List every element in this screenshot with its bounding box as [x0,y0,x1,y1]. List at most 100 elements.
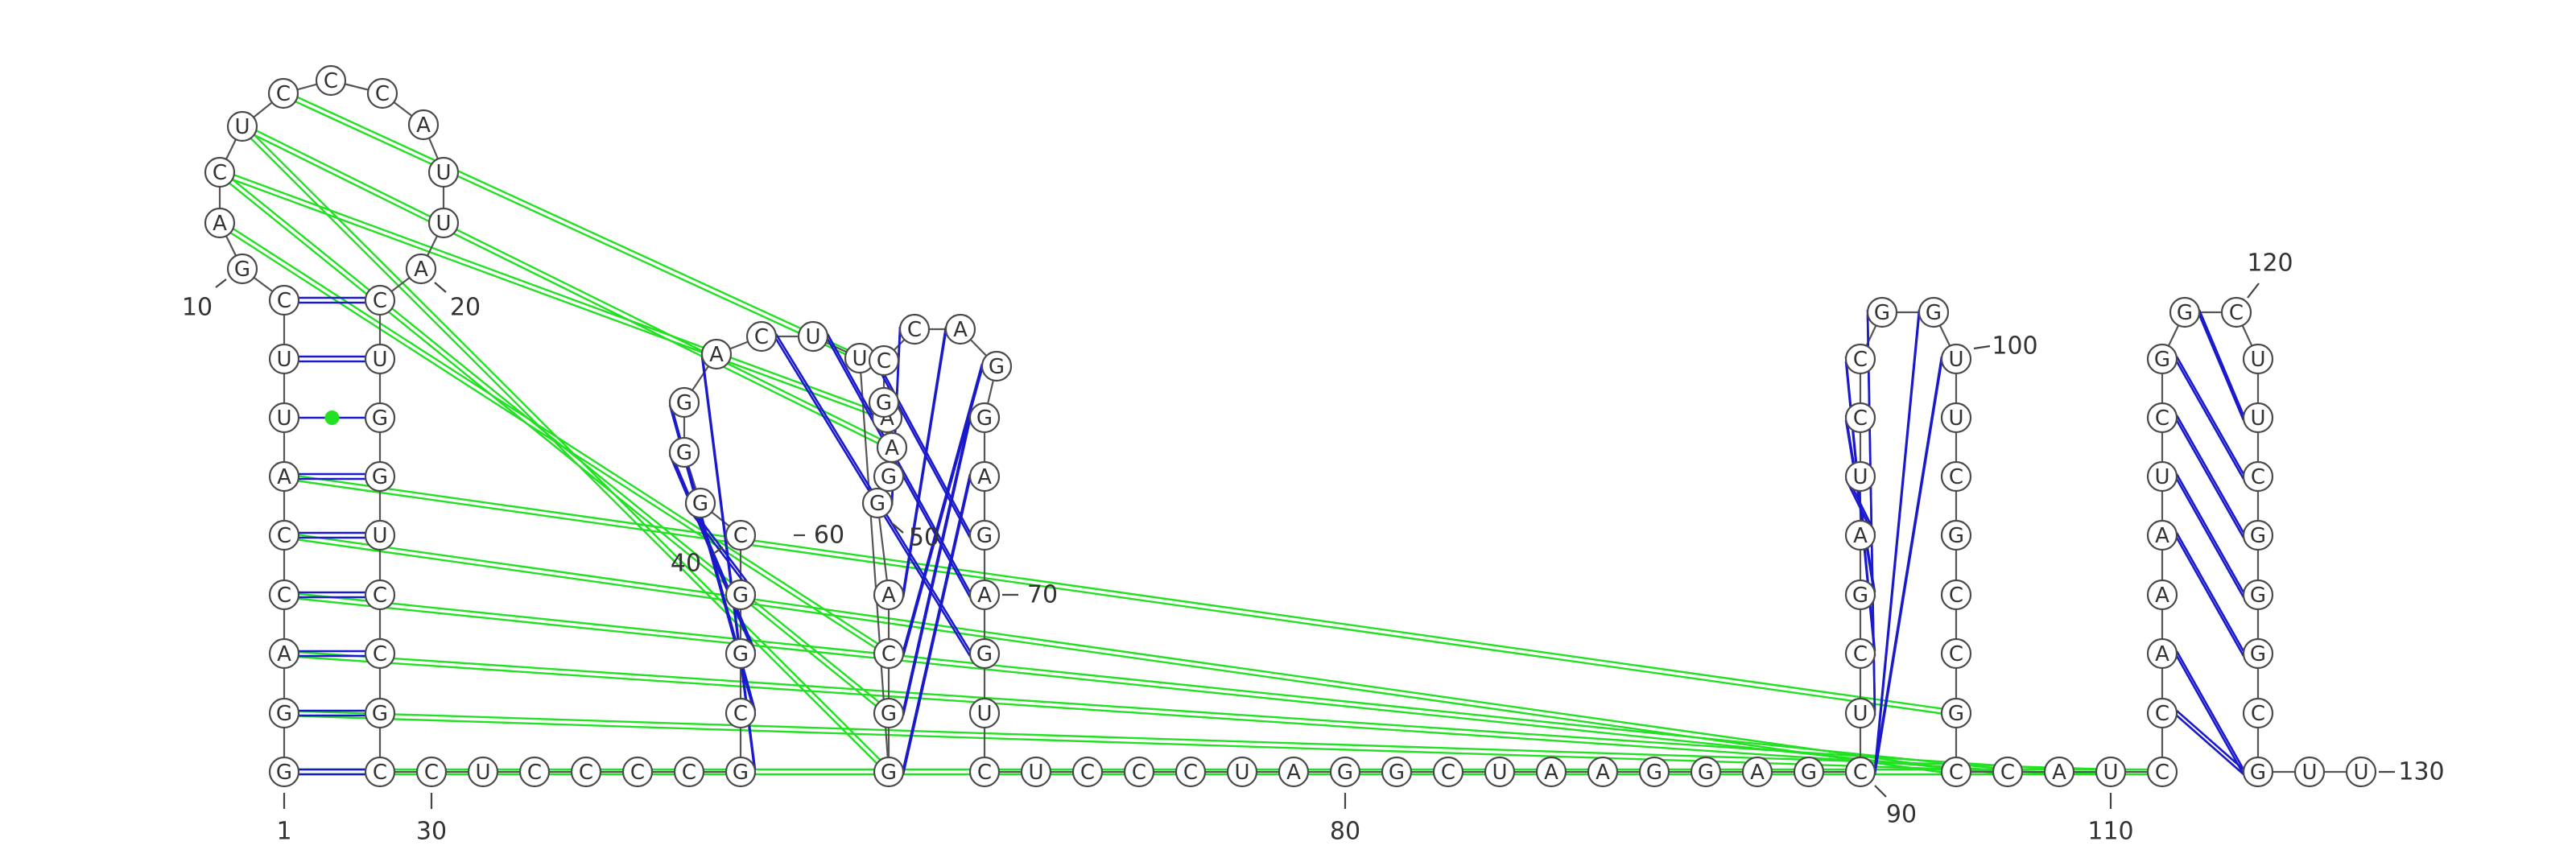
nucleotide-circle [2146,343,2178,375]
nucleotide-circle [1741,756,1773,788]
nucleotide-circle [2146,756,2178,788]
nucleotide: C [1844,343,1876,375]
nucleotide: G [268,756,300,788]
nucleotide-circle [868,386,900,419]
nucleotide: A [700,338,733,370]
nucleotide-letter: C [1853,761,1868,785]
nucleotide: A [944,313,976,345]
nucleotide-circle [873,637,905,670]
nucleotide: G [268,697,300,729]
watson-crick-pair-line [1873,314,1921,775]
nucleotide-circle [668,436,700,468]
position-label: 100 [1992,332,2037,361]
nucleotide: G [668,386,700,419]
nucleotide: A [2043,756,2075,788]
nucleotide-circle [1940,343,1972,375]
nucleotide: C [268,519,300,551]
watson-crick-pair-line [902,478,972,775]
nucleotide-circle [2242,402,2274,434]
watson-crick-pair-line [902,368,984,657]
nucleotide-circle [364,284,396,316]
nucleotide: U [797,320,829,353]
position-label: 20 [450,294,481,322]
nucleotide-letter: C [1949,761,1963,785]
nucleotide-circle [427,207,460,239]
nucleotide-letter: G [2250,524,2266,548]
watson-crick-pair-line [2175,473,2245,593]
nucleotide-letter: G [869,492,886,516]
position-label: 120 [2247,250,2293,278]
nucleotide-letter: U [852,347,867,371]
nucleotide-letter: C [1132,761,1146,785]
nucleotide-letter: G [1337,761,1353,785]
nucleotide-letter: A [1596,761,1610,785]
nucleotide-letter: U [475,761,490,785]
nucleotide-circle [797,320,829,353]
nucleotide-circle [268,402,300,434]
nucleotide: G [684,487,716,519]
watson-crick-pair-line [2175,532,2245,652]
nucleotide-letter: G [881,761,897,785]
pseudoknot-line [284,531,1957,771]
nucleotide-circle [968,756,1001,788]
nucleotide: C [268,579,300,611]
nucleotide-circle [2242,756,2274,788]
backbone-segment [876,502,890,596]
position-label: 10 [182,294,213,322]
position-label: 70 [1027,581,1058,609]
nucleotide-circle [268,756,300,788]
nucleotide-letter: G [1926,301,1942,325]
watson-crick-pair-line [902,363,984,652]
pseudoknot-line [220,220,891,653]
nucleotide-circle [226,253,258,285]
nucleotide: C [2146,756,2178,788]
nucleotide-letter: C [1853,642,1868,666]
nucleotide-letter: C [579,761,593,785]
nucleotide: C [2146,697,2178,729]
nucleotide: A [1587,756,1619,788]
nucleotide: A [1535,756,1567,788]
nucleotide-circle [944,313,976,345]
nucleotide: C [364,284,396,316]
nucleotide: U [1844,460,1876,493]
nucleotide-letter: C [1949,642,1963,666]
nucleotide: G [873,697,905,729]
nucleotide-circle [1844,402,1876,434]
nucleotide-circle [2242,519,2274,551]
nucleotide-letter: G [976,406,993,431]
nucleotide-letter: C [1949,584,1963,608]
nucleotide-circle [405,253,437,285]
nucleotide: A [968,579,1001,611]
nucleotide-circle [873,756,905,788]
nucleotide: G [2146,343,2178,375]
nucleotide-circle [268,519,300,551]
nucleotide: U [364,343,396,375]
nucleotide: C [364,579,396,611]
position-label-tick [712,547,724,555]
nucleotide-circle [968,697,1001,729]
nucleotide-letter: U [2301,761,2317,785]
position-label: 40 [671,550,701,578]
nucleotide: C [724,697,757,729]
nucleotide-circle [1844,519,1876,551]
pseudoknot-line [240,127,888,774]
nucleotide-letter: G [372,406,388,431]
nucleotide-circle [427,156,460,188]
nucleotide-letter: G [733,642,749,666]
nucleotide-circle [1226,756,1258,788]
nucleotide-letter: G [1874,301,1890,325]
nucleotide-letter: C [1080,761,1095,785]
nucleotide-letter: A [977,465,992,489]
nucleotide-circle [1940,460,1972,493]
nucleotide-circle [1940,519,1972,551]
pseudoknot-line [220,169,889,417]
nucleotide-letter: A [1286,761,1301,785]
nucleotide: G [1866,296,1898,328]
nucleotide-circle [2345,756,2377,788]
nucleotide-letter: U [2353,761,2368,785]
nucleotide-letter: C [213,161,227,185]
watson-crick-pair-line [902,419,972,716]
nucleotide: U [1484,756,1516,788]
nucleotide: C [1123,756,1155,788]
